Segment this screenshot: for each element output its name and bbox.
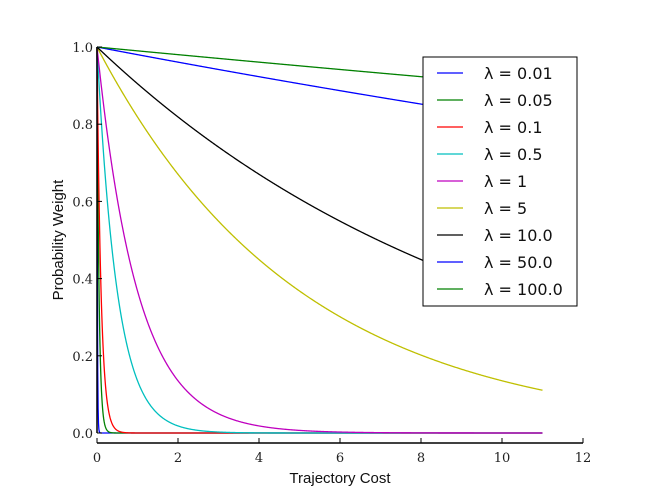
legend-label: λ = 100.0 <box>484 280 563 299</box>
legend-label: λ = 0.05 <box>484 91 553 110</box>
x-tick-label: 4 <box>255 451 263 466</box>
y-tick-label: 1.0 <box>72 41 93 56</box>
legend-entry: λ = 0.5 <box>437 145 543 164</box>
legend-label: λ = 0.1 <box>484 118 543 137</box>
legend-label: λ = 10.0 <box>484 226 553 245</box>
y-tick-label: 0.4 <box>72 273 93 288</box>
legend-entry: λ = 5 <box>437 199 527 218</box>
x-tick-label: 2 <box>174 451 182 466</box>
x-tick-label: 8 <box>417 451 425 466</box>
legend-entry: λ = 0.05 <box>437 91 553 110</box>
legend-label: λ = 0.01 <box>484 64 553 83</box>
x-tick-label: 6 <box>336 451 344 466</box>
legend-label: λ = 5 <box>484 199 527 218</box>
legend-label: λ = 50.0 <box>484 253 553 272</box>
y-tick-label: 0.8 <box>72 118 93 133</box>
legend: λ = 0.01 λ = 0.05 λ = 0.1 λ = 0.5 λ = 1 λ = 5… <box>422 56 578 307</box>
x-axis-label: Trajectory Cost <box>289 470 391 487</box>
series-line-4 <box>96 46 543 434</box>
series-lines <box>96 46 543 434</box>
legend-label: λ = 0.5 <box>484 145 543 164</box>
legend-entry: λ = 0.1 <box>437 118 543 137</box>
x-tick-label: 0 <box>93 451 101 466</box>
legend-entry: λ = 0.01 <box>437 64 553 83</box>
series-line-5 <box>96 46 543 391</box>
axes: 0 2 4 6 8 10 12 0.0 0.2 0.4 0.6 0.8 1.0 <box>72 41 591 466</box>
y-tick-label: 0.0 <box>72 427 93 442</box>
y-tick-label: 0.2 <box>72 350 93 365</box>
y-axis-label: Probability Weight <box>50 179 67 300</box>
legend-entry: λ = 10.0 <box>437 226 553 245</box>
legend-entry: λ = 100.0 <box>437 280 563 299</box>
legend-entry: λ = 1 <box>437 172 527 191</box>
x-tick-label: 12 <box>575 451 592 466</box>
legend-entry: λ = 50.0 <box>437 253 553 272</box>
y-tick-label: 0.6 <box>72 195 93 210</box>
legend-label: λ = 1 <box>484 172 527 191</box>
x-tick-label: 10 <box>494 451 511 466</box>
